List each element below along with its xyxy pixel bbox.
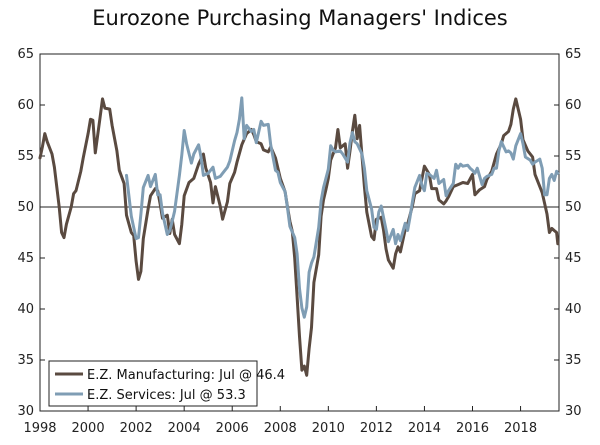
plot-frame [39, 53, 560, 412]
left-y-tick-label: 45 [17, 251, 34, 266]
x-tick-label: 2012 [360, 421, 393, 436]
services-series-line [125, 96, 560, 319]
chart-title: Eurozone Purchasing Managers' Indices [92, 6, 508, 30]
x-tick-label: 2000 [72, 421, 105, 436]
legend-box [48, 360, 258, 407]
legend-label: E.Z. Services: Jul @ 53.3 [87, 388, 246, 403]
right-y-tick-label: 40 [565, 302, 582, 317]
x-tick-label: 1998 [23, 421, 56, 436]
legend-label: E.Z. Manufacturing: Jul @ 46.4 [87, 368, 285, 383]
x-tick-label: 2014 [408, 421, 441, 436]
x-tick-label: 2004 [168, 421, 201, 436]
x-tick-label: 2008 [264, 421, 297, 436]
series-group [38, 96, 560, 377]
x-tick-label: 2002 [120, 421, 153, 436]
right-y-tick-label: 55 [565, 149, 582, 164]
left-y-tick-label: 30 [17, 404, 34, 419]
right-y-tick-label: 45 [565, 251, 582, 266]
left-y-tick-label: 35 [17, 353, 34, 368]
left-y-tick-label: 55 [17, 149, 34, 164]
legend: E.Z. Manufacturing: Jul @ 46.4 E.Z. Servi… [48, 360, 285, 407]
right-y-tick-label: 50 [565, 200, 582, 215]
right-y-axis: 30 35 40 45 50 55 60 65 [554, 47, 582, 419]
x-tick-label: 2010 [312, 421, 345, 436]
x-tick-label: 2018 [504, 421, 537, 436]
right-y-tick-label: 35 [565, 353, 582, 368]
x-tick-label: 2006 [216, 421, 249, 436]
right-y-tick-label: 60 [565, 98, 582, 113]
manufacturing-series-line [38, 97, 560, 377]
right-y-tick-label: 65 [565, 47, 582, 62]
left-y-tick-label: 65 [17, 47, 34, 62]
left-y-axis: 30 35 40 45 50 55 60 65 [17, 47, 45, 419]
left-y-tick-label: 40 [17, 302, 34, 317]
x-axis: 1998 2000 2002 2004 2006 2008 2010 2012 2014 2016… [23, 406, 537, 436]
x-tick-label: 2016 [456, 421, 489, 436]
left-y-tick-label: 60 [17, 98, 34, 113]
plot-area [39, 53, 560, 412]
left-y-tick-label: 50 [17, 200, 34, 215]
right-y-tick-label: 30 [565, 404, 582, 419]
